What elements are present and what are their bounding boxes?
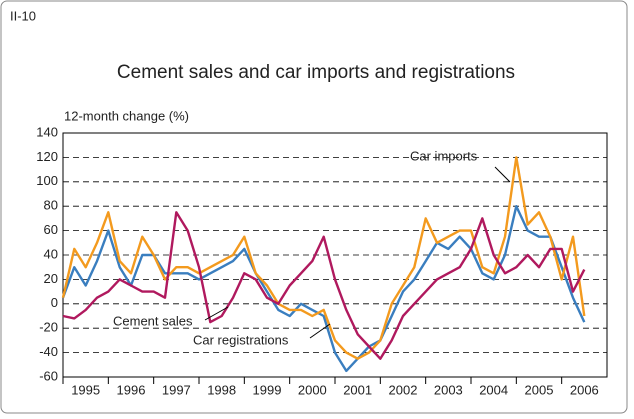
x-tick-label: 2005: [525, 382, 554, 397]
x-tick-label: 2004: [479, 382, 508, 397]
annotation-arrow: [494, 166, 511, 183]
x-tick-label: 1996: [117, 382, 146, 397]
y-tick-label: -20: [39, 320, 58, 335]
y-tick-label: 0: [51, 295, 58, 310]
annotation-arrow: [204, 306, 229, 321]
y-tick-label: 140: [36, 124, 58, 139]
y-tick-label: 60: [44, 222, 58, 237]
series-line: [61, 205, 586, 373]
x-tick-label: 2002: [389, 382, 418, 397]
y-tick-label: -60: [39, 368, 58, 383]
plot-frame: [62, 132, 608, 378]
x-tick-label: 2003: [434, 382, 463, 397]
x-tick-label: 1995: [71, 382, 100, 397]
series-line: [62, 211, 586, 360]
annotation: Cement sales: [113, 313, 193, 328]
x-tick-label: 2006: [570, 382, 599, 397]
x-tick-label: 2000: [298, 382, 327, 397]
y-tick-label: 40: [44, 246, 58, 261]
y-tick-label: 20: [44, 271, 58, 286]
x-tick-label: 1998: [207, 382, 236, 397]
y-tick-label: 80: [44, 198, 58, 213]
chart-title: Cement sales and car imports and registr…: [117, 62, 515, 83]
annotation: Car imports: [410, 148, 478, 163]
plot: -60 -40 -20 0 20 40 60 80 100 120 140 1995 1996 1997 1…: [36, 124, 608, 397]
x-tick-label: 2001: [343, 382, 372, 397]
y-tick-label: 120: [36, 149, 58, 164]
annotation-arrow: [309, 323, 331, 339]
y-axis-label: 12-month change (%): [64, 108, 189, 123]
y-tick-label: 100: [36, 173, 58, 188]
annotation: Car registrations: [193, 332, 289, 347]
x-tick-label: 1997: [162, 382, 191, 397]
x-tick-label: 1999: [253, 382, 282, 397]
figure-label: II-10: [10, 8, 36, 23]
frame: [0, 0, 628, 414]
y-tick-label: -40: [39, 344, 58, 359]
